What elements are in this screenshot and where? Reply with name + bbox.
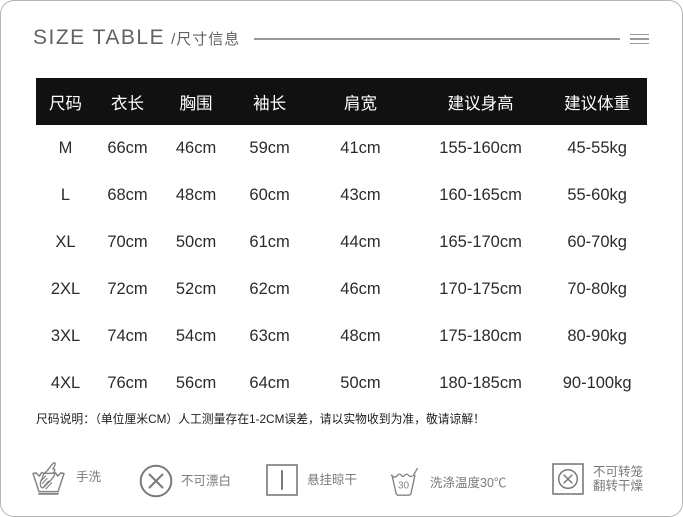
svg-text:30: 30 xyxy=(398,481,410,492)
